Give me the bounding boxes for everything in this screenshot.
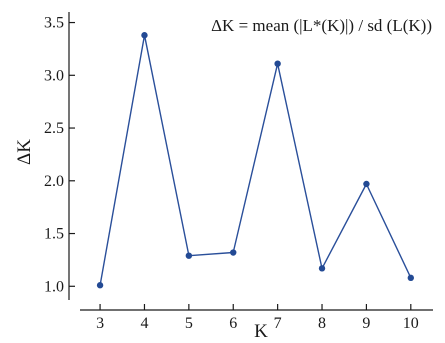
- y-tick-label: 1.5: [44, 226, 64, 243]
- x-tick-label: 6: [229, 315, 237, 332]
- y-tick-label: 1.0: [44, 278, 64, 295]
- data-point: [407, 274, 415, 282]
- plot-area: [96, 32, 415, 289]
- x-axis: 3 4 5 6 7 8 9 10: [80, 304, 433, 332]
- x-tick-label: 8: [318, 315, 326, 332]
- x-tick-label: 4: [140, 315, 148, 332]
- y-tick-label: 3.0: [44, 67, 64, 84]
- data-point: [96, 282, 104, 289]
- data-point: [363, 180, 370, 188]
- data-point: [141, 32, 148, 39]
- y-axis: 1.0 1.5 2.0 2.5 3.0 3.5: [44, 12, 75, 300]
- x-tick-label: 10: [403, 315, 419, 332]
- chart-annotation: ΔK = mean (|L*(K)|) / sd (L(K)): [211, 16, 432, 35]
- x-axis-label: K: [254, 321, 268, 342]
- x-tick-label: 9: [362, 315, 370, 332]
- data-point: [230, 249, 237, 256]
- x-tick-label: 7: [274, 315, 282, 332]
- y-tick-label: 3.5: [44, 15, 64, 32]
- x-tick-label: 5: [185, 315, 193, 332]
- x-tick-label: 3: [96, 315, 104, 332]
- y-tick-label: 2.5: [44, 120, 64, 137]
- data-point: [318, 265, 326, 272]
- series-line: [99, 34, 412, 286]
- data-point: [185, 252, 193, 259]
- y-tick-label: 2.0: [44, 173, 64, 190]
- y-axis-label: ΔK: [14, 139, 35, 165]
- data-point: [274, 60, 281, 67]
